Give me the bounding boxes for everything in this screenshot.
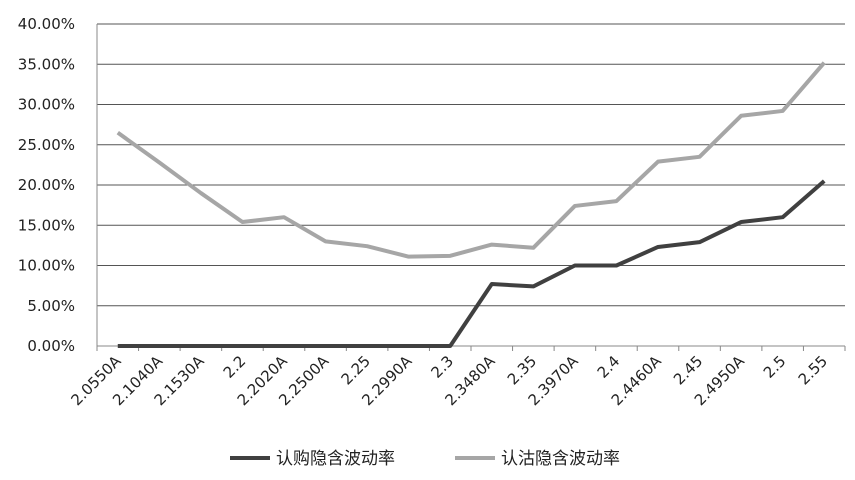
y-tick-label: 5.00% xyxy=(27,297,75,315)
y-tick-label: 0.00% xyxy=(27,337,75,355)
x-tick-label: 2.5 xyxy=(760,352,790,382)
legend-label: 认购隐含波动率 xyxy=(276,449,395,469)
y-tick-label: 20.00% xyxy=(18,176,75,194)
x-tick-label: 2.2 xyxy=(220,352,250,382)
y-tick-label: 35.00% xyxy=(18,55,75,73)
x-tick-label: 2.4 xyxy=(594,352,624,382)
y-tick-label: 10.00% xyxy=(18,257,75,275)
x-tick-label: 2.25 xyxy=(338,352,374,388)
y-tick-label: 25.00% xyxy=(18,136,75,154)
y-tick-label: 40.00% xyxy=(18,15,75,33)
y-tick-label: 30.00% xyxy=(18,96,75,114)
x-tick-label: 2.55 xyxy=(795,352,831,388)
y-tick-label: 15.00% xyxy=(18,216,75,234)
legend-label: 认沽隐含波动率 xyxy=(501,449,620,469)
x-tick-label: 2.3 xyxy=(427,352,457,382)
series-line xyxy=(116,61,826,259)
x-tick-label: 2.35 xyxy=(504,352,540,388)
x-tick-label: 2.45 xyxy=(670,352,706,388)
series-line xyxy=(117,179,826,348)
